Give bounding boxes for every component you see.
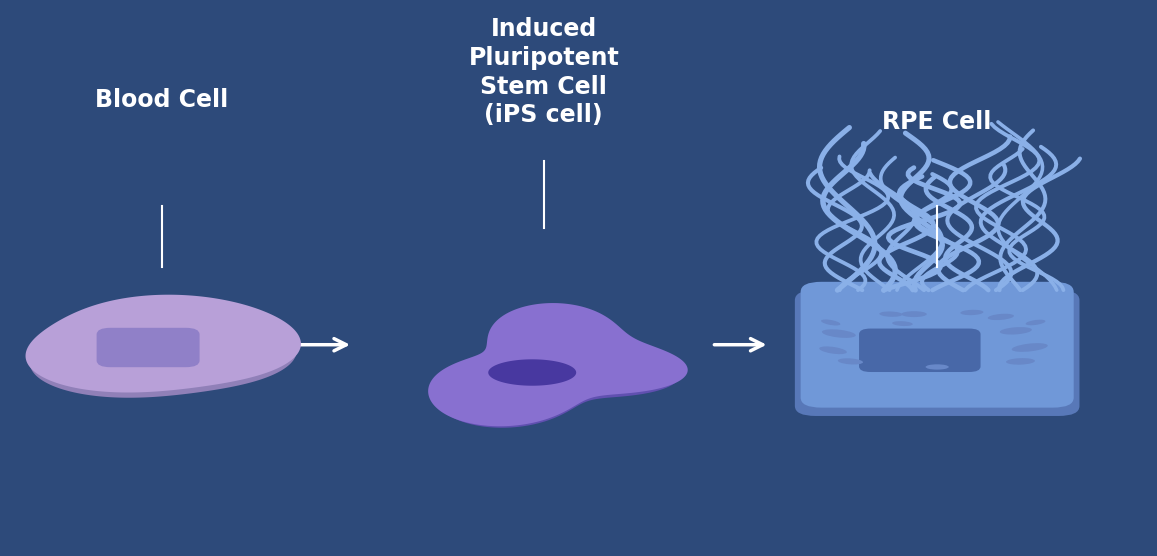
Ellipse shape: [960, 310, 983, 315]
Ellipse shape: [892, 321, 913, 326]
FancyBboxPatch shape: [795, 290, 1079, 416]
Ellipse shape: [1007, 358, 1034, 365]
Ellipse shape: [819, 346, 847, 354]
Ellipse shape: [988, 314, 1014, 320]
Polygon shape: [30, 303, 296, 398]
FancyBboxPatch shape: [860, 329, 981, 372]
Ellipse shape: [821, 329, 856, 338]
Polygon shape: [428, 303, 687, 426]
FancyBboxPatch shape: [97, 328, 199, 367]
Polygon shape: [434, 311, 680, 428]
Text: Blood Cell: Blood Cell: [95, 88, 229, 112]
Ellipse shape: [1025, 320, 1046, 325]
Ellipse shape: [838, 358, 863, 365]
Ellipse shape: [1000, 327, 1032, 335]
Ellipse shape: [901, 311, 927, 317]
Text: Induced
Pluripotent
Stem Cell
(iPS cell): Induced Pluripotent Stem Cell (iPS cell): [469, 17, 619, 127]
Polygon shape: [25, 295, 301, 393]
FancyBboxPatch shape: [801, 282, 1074, 408]
Ellipse shape: [879, 311, 902, 317]
Ellipse shape: [1011, 343, 1048, 352]
Polygon shape: [488, 359, 576, 386]
Ellipse shape: [926, 364, 949, 370]
Ellipse shape: [821, 320, 840, 325]
Text: RPE Cell: RPE Cell: [883, 110, 992, 135]
